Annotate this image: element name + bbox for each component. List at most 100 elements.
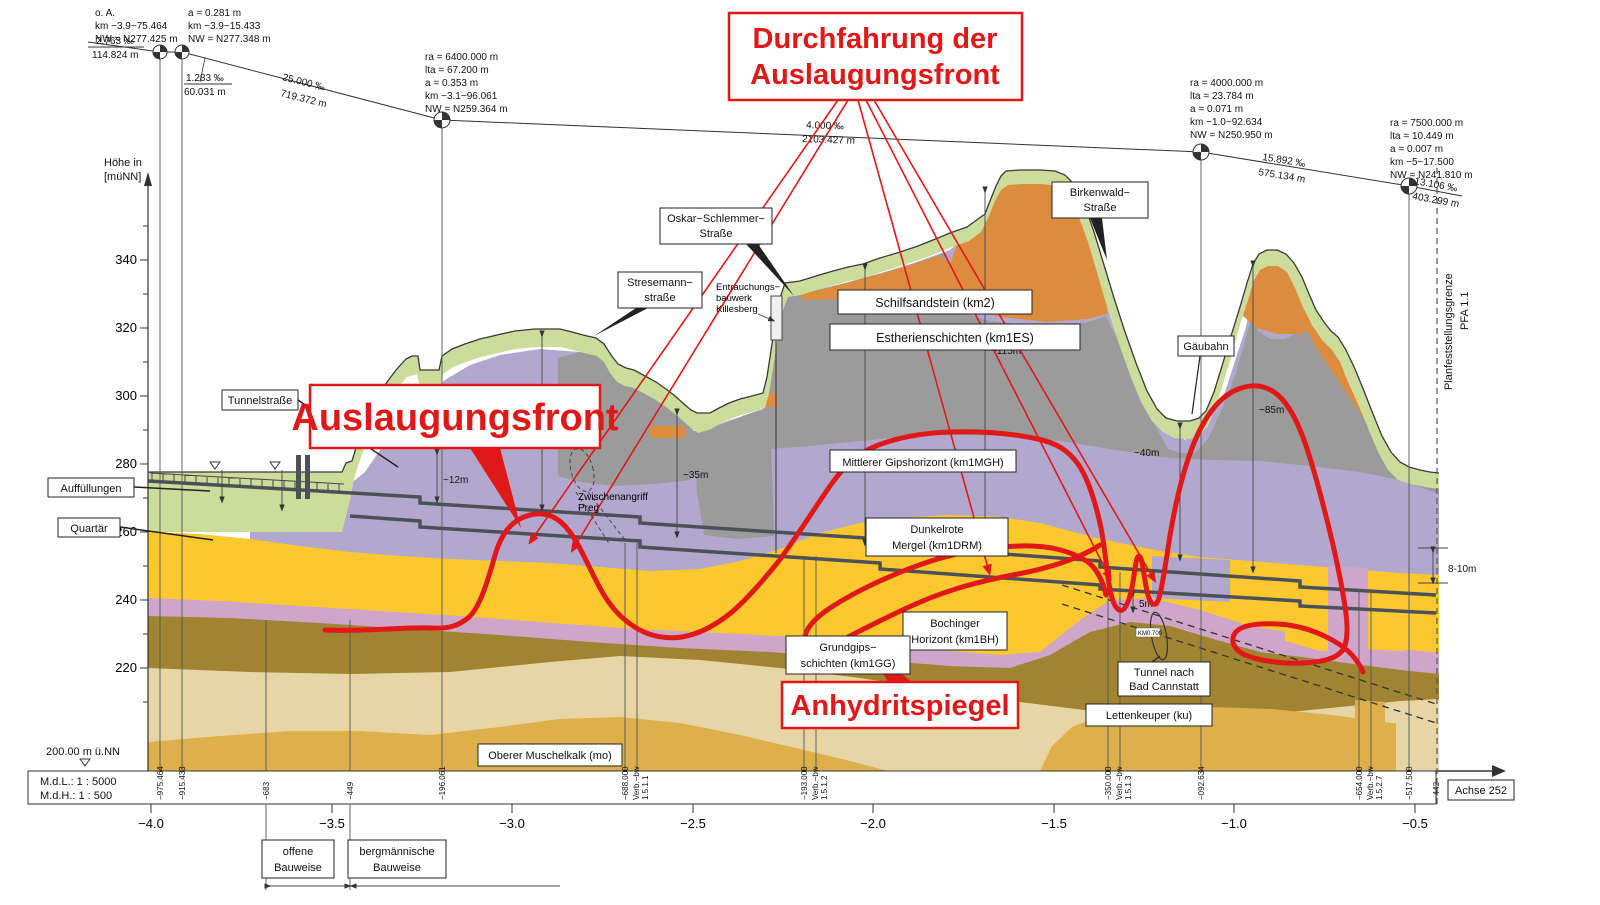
- yaxis-ticks: [140, 225, 148, 703]
- construction-method: offene Bauweise bergmännische Bauweise: [261, 839, 560, 889]
- scale-height: M.d.H.: 1 : 500: [40, 790, 112, 802]
- zwischenangriff-label-1: Zwischenangriff: [578, 492, 648, 503]
- layer-orange-flank: [800, 256, 951, 300]
- bergm-line2: Bauweise: [373, 862, 421, 874]
- zwischenangriff-label-2: Preg: [578, 503, 599, 514]
- yaxis-title-2: [müNN]: [104, 171, 141, 183]
- birkenwald-label-1: Birkenwald−: [1070, 187, 1130, 199]
- grade2-leader: [199, 57, 206, 83]
- tunnelstrasse-label: Tunnelstraße: [228, 395, 292, 407]
- oskar-pointer: [746, 244, 794, 296]
- lettenkeuper-box: [1085, 703, 1213, 727]
- km-label-3: −3.0: [499, 816, 525, 831]
- auslaugungsfront-wedge: [470, 448, 521, 528]
- anhydrite-line-loop: [802, 542, 1109, 650]
- zwischenangriff-dashes: [575, 491, 626, 546]
- ramp-rail: [149, 472, 345, 492]
- layer-orange-small2: [650, 426, 685, 438]
- station-688-verb: Verb.−bw: [632, 766, 641, 800]
- survey-block5-line5: NW = N241.810 m: [1390, 170, 1473, 181]
- benchmark-a: [152, 44, 168, 60]
- ytick-340: 340: [115, 252, 137, 267]
- grade2-value: 1.283 ‰: [186, 73, 224, 84]
- grundgips-label-2: schichten (km1GG): [801, 658, 896, 670]
- scale-length: M.d.L.: 1 : 5000: [40, 776, 116, 788]
- survey-block5-line1: ra = 7500.000 m: [1390, 118, 1463, 129]
- survey-block2-line3: NW = N277.348 m: [188, 34, 271, 45]
- branch-portal-ellipse: [1149, 611, 1169, 661]
- grade1-length: 114.824 m: [92, 50, 139, 61]
- dim-40m-label: ~40m: [1134, 448, 1159, 459]
- oskar-label-1: Oskar−Schlemmer−: [667, 213, 765, 225]
- survey-block3-line5: NW = N259.364 m: [425, 104, 508, 115]
- anhydrite-level: [322, 383, 1366, 675]
- layer-mustard-col: [1355, 700, 1385, 771]
- station-688: −688.000: [621, 766, 630, 800]
- km-label-2: −3.5: [319, 816, 345, 831]
- station-688-num: 1.5.1.1: [641, 775, 650, 800]
- auslaugungsfront-label: Auslaugungsfront: [291, 397, 619, 439]
- tunnel-lower-line: [349, 514, 1437, 615]
- yaxis: 340 320 300 280 260 240 220 Höhe in [müN…: [104, 157, 152, 771]
- station-517: −517.500: [1405, 766, 1414, 800]
- ytick-240: 240: [115, 592, 137, 607]
- station-350-verb: Verb.−bw: [1115, 766, 1124, 800]
- shaft-killesberg: [770, 295, 783, 341]
- gaeubahn-pointer: [1191, 355, 1201, 415]
- station-449: −449: [346, 781, 355, 800]
- quartaer-label: Quartär: [70, 523, 108, 535]
- ellipse-tag: KM0.700: [1138, 631, 1163, 637]
- station-193: −193.000: [800, 766, 809, 800]
- datum-label: 200.00 m ü.NN: [46, 746, 120, 758]
- survey-block4-line1: ra = 4000.000 m: [1190, 78, 1263, 89]
- km-label-8: −0.5: [1402, 816, 1428, 831]
- anhydritspiegel-label: Anhydritspiegel: [790, 690, 1009, 722]
- bergm-line1: bergmännische: [359, 846, 434, 858]
- datum-mark: [79, 758, 91, 767]
- entrauchung-pointer: [757, 313, 776, 322]
- tbc-box: [1117, 661, 1211, 697]
- km-ticks: [150, 804, 1416, 813]
- station-193-num: 1.5.1.2: [820, 775, 829, 800]
- bochinger-box: [902, 611, 1008, 651]
- yaxis-arrow: [144, 172, 152, 186]
- offene-box: [261, 839, 335, 879]
- oskar-box: [659, 207, 773, 245]
- survey-block1-line1: o. A.: [95, 8, 115, 19]
- layer-green-surface: [148, 170, 1439, 532]
- pfa-label: PFA 1.1: [1459, 291, 1471, 330]
- dim-35m-label: ~35m: [683, 470, 708, 481]
- station-196: −196.061: [438, 766, 447, 800]
- station-193-verb: Verb.−bw: [811, 766, 820, 800]
- bochinger-label-1: Bochinger: [930, 618, 980, 630]
- ytick-320: 320: [115, 320, 137, 335]
- offene-line1: offene: [283, 846, 313, 858]
- survey-block5-line2: lta = 10.449 m: [1390, 131, 1454, 142]
- grade4-length: 2103.427 m: [802, 134, 855, 147]
- schilfsandstein-box: [837, 289, 1033, 315]
- station-975: −975.464: [156, 766, 165, 800]
- survey-block5-line3: a = 0.007 m: [1390, 144, 1443, 155]
- groundwater-marks: [209, 461, 281, 470]
- durchfahrung-label-2: Auslaugungsfront: [750, 59, 1000, 91]
- benchmark-d: [1192, 143, 1210, 161]
- station-683: −683: [262, 781, 271, 800]
- bergm-box: [347, 839, 447, 879]
- geology: [148, 160, 1440, 771]
- survey-block4-line4: km −1.0−92.634: [1190, 117, 1263, 128]
- layer-gray-lefthill: [558, 345, 697, 486]
- fan-line-2: [570, 99, 849, 553]
- km-label-6: −1.5: [1041, 816, 1067, 831]
- portal-slab-2: [305, 455, 310, 499]
- survey-block5-line4: km −5−17.500: [1390, 157, 1454, 168]
- stresemann-box: [617, 271, 703, 309]
- dim-85m-label: ~85m: [1259, 405, 1284, 416]
- ytick-220: 220: [115, 660, 137, 675]
- survey-line: [87, 41, 1463, 197]
- drm-label-1: Dunkelrote: [910, 524, 963, 536]
- quartaer-pointer: [119, 526, 214, 541]
- grundgips-box: [785, 635, 911, 675]
- station-350: −350.000: [1104, 766, 1113, 800]
- achse-label: Achse 252: [1455, 785, 1507, 797]
